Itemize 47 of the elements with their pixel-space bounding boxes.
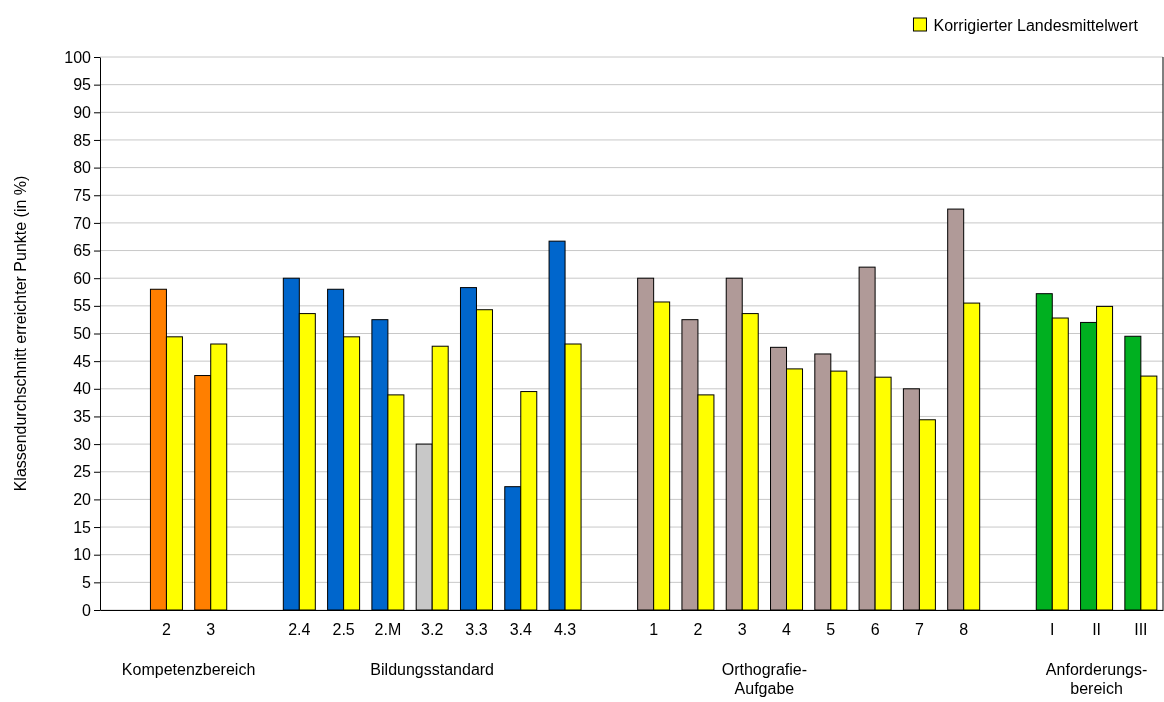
text: Kompetenzbereich bbox=[121, 661, 256, 678]
x-tick-label: 8 bbox=[959, 621, 969, 639]
x-tick-label: 2.5 bbox=[332, 621, 355, 639]
x-tick-label: 5 bbox=[826, 621, 836, 639]
y-tick-label: 85 bbox=[73, 131, 92, 149]
x-tick-label: 1 bbox=[649, 621, 659, 639]
text: Bildungsstandard bbox=[370, 661, 495, 678]
y-tick-label: 45 bbox=[73, 352, 92, 370]
y-tick-label: 15 bbox=[73, 518, 92, 536]
x-tick-label: 2 bbox=[693, 621, 703, 639]
x-tick-label: 7 bbox=[914, 621, 924, 639]
legend-label: Korrigierter Landesmittelwert bbox=[933, 17, 1139, 34]
y-tick-label: 70 bbox=[73, 214, 92, 232]
y-tick-label: 95 bbox=[73, 76, 92, 94]
x-tick-label: 3.4 bbox=[509, 621, 532, 639]
y-tick-label: 5 bbox=[82, 573, 92, 591]
y-tick-label: 25 bbox=[73, 463, 92, 481]
y-tick-label: 35 bbox=[73, 408, 92, 426]
x-tick-label: 2.M bbox=[374, 621, 402, 639]
text: Anforderungs- bereich bbox=[1045, 661, 1148, 697]
y-tick-label: 20 bbox=[73, 491, 92, 509]
x-tick-label: 3 bbox=[206, 621, 216, 639]
x-tick-label: 3 bbox=[737, 621, 747, 639]
y-tick-label: 75 bbox=[73, 186, 92, 204]
y-tick-label: 10 bbox=[73, 546, 92, 564]
y-tick-label: 60 bbox=[73, 269, 92, 287]
x-tick-label: 6 bbox=[870, 621, 880, 639]
y-tick-label: 100 bbox=[64, 48, 92, 66]
text: Orthografie- Aufgabe bbox=[721, 661, 808, 697]
y-tick-label: 40 bbox=[73, 380, 92, 398]
x-tick-label: II bbox=[1092, 621, 1102, 639]
y-tick-label: 80 bbox=[73, 159, 92, 177]
x-tick-label: III bbox=[1134, 621, 1148, 639]
x-tick-label: 3.2 bbox=[421, 621, 444, 639]
y-tick-label: 65 bbox=[73, 242, 92, 260]
x-tick-label: 4.3 bbox=[553, 621, 577, 639]
x-tick-label: I bbox=[1050, 621, 1055, 639]
y-tick-label: 55 bbox=[73, 297, 92, 315]
x-tick-label: 3.3 bbox=[465, 621, 488, 639]
x-tick-label: 2 bbox=[161, 621, 171, 639]
x-tick-label: 2.4 bbox=[288, 621, 311, 639]
y-tick-label: 50 bbox=[73, 325, 92, 343]
x-tick-label: 4 bbox=[782, 621, 792, 639]
y-tick-label: 30 bbox=[73, 435, 92, 453]
y-tick-label: 0 bbox=[82, 601, 92, 619]
y-tick-label: 90 bbox=[73, 103, 92, 121]
y-axis-title: Klassendurchschnitt erreichter Punkte (in %) bbox=[12, 175, 29, 492]
